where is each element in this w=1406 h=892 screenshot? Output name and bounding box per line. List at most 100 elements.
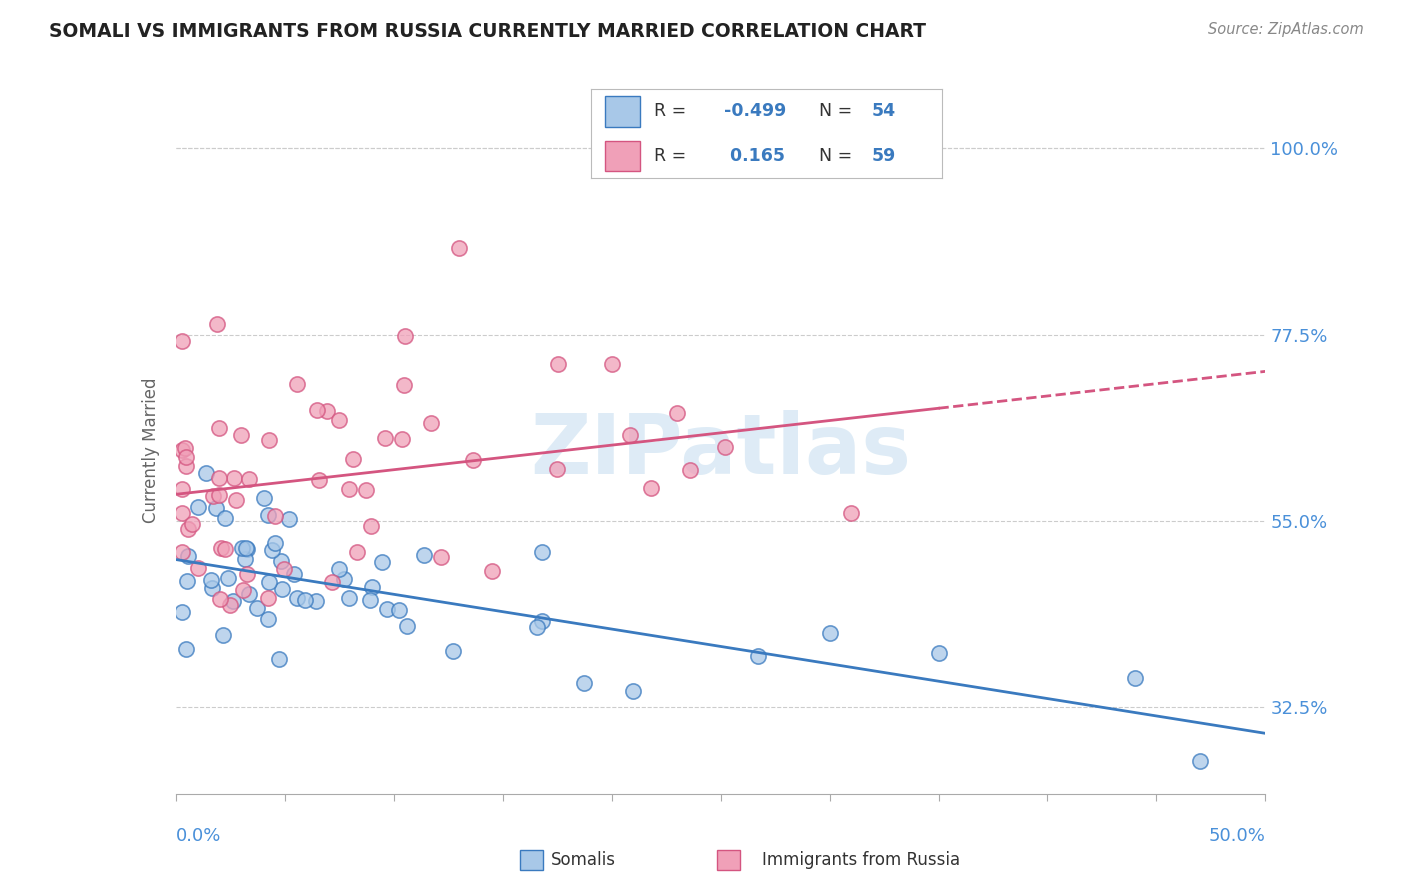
Point xyxy=(224,471,246,485)
Point xyxy=(259,574,281,589)
Text: 0.165: 0.165 xyxy=(724,147,785,165)
Point xyxy=(640,481,662,495)
Point xyxy=(377,602,399,616)
Point xyxy=(360,519,382,533)
Point xyxy=(530,614,553,628)
Point xyxy=(666,406,689,420)
Point xyxy=(371,555,394,569)
Point xyxy=(263,536,285,550)
Point xyxy=(231,541,253,555)
Point xyxy=(374,431,396,445)
Point xyxy=(531,545,554,559)
Point xyxy=(172,334,194,349)
Point xyxy=(619,428,641,442)
Bar xyxy=(605,141,640,171)
Text: 50.0%: 50.0% xyxy=(1209,827,1265,845)
Point xyxy=(218,598,240,612)
Point xyxy=(420,416,443,430)
Point xyxy=(257,433,280,447)
Point xyxy=(307,403,329,417)
Point xyxy=(395,619,418,633)
Point xyxy=(208,488,231,502)
Point xyxy=(176,574,198,588)
Text: Source: ZipAtlas.com: Source: ZipAtlas.com xyxy=(1208,22,1364,37)
Point xyxy=(1189,754,1212,768)
Point xyxy=(283,567,305,582)
Point xyxy=(481,564,503,578)
Point xyxy=(172,506,194,520)
Point xyxy=(205,317,228,331)
Point xyxy=(201,581,224,595)
Point xyxy=(172,482,194,496)
Point xyxy=(177,522,200,536)
Point xyxy=(316,403,339,417)
Point xyxy=(841,506,863,520)
Point xyxy=(202,489,225,503)
Point xyxy=(222,593,245,607)
Text: Immigrants from Russia: Immigrants from Russia xyxy=(762,851,960,869)
Point xyxy=(172,545,194,559)
Point xyxy=(1123,671,1146,685)
Point xyxy=(354,483,377,498)
Point xyxy=(264,509,287,524)
Point xyxy=(328,413,350,427)
Text: R =: R = xyxy=(654,147,686,165)
Point xyxy=(195,467,218,481)
Point xyxy=(172,443,194,458)
Y-axis label: Currently Married: Currently Married xyxy=(142,377,160,524)
Point xyxy=(359,593,381,607)
Point xyxy=(342,451,364,466)
Point xyxy=(235,541,257,555)
Text: N =: N = xyxy=(818,147,852,165)
Text: 59: 59 xyxy=(872,147,896,165)
Text: -0.499: -0.499 xyxy=(724,103,786,120)
Point xyxy=(713,441,735,455)
Point xyxy=(928,646,950,660)
Point xyxy=(176,450,198,464)
Point xyxy=(285,377,308,392)
Point xyxy=(225,492,247,507)
Point xyxy=(273,562,295,576)
Point xyxy=(204,500,226,515)
Point xyxy=(214,541,236,556)
Point xyxy=(209,541,232,556)
Point xyxy=(238,473,260,487)
Point xyxy=(346,545,368,559)
Text: 0.0%: 0.0% xyxy=(176,827,221,845)
Point xyxy=(321,574,343,589)
Point xyxy=(232,583,254,598)
Point xyxy=(305,594,328,608)
Point xyxy=(441,643,464,657)
Point xyxy=(253,491,276,505)
Point xyxy=(267,652,290,666)
Point xyxy=(172,605,194,619)
Point xyxy=(333,572,356,586)
Point xyxy=(818,625,841,640)
Point xyxy=(328,562,350,576)
Text: R =: R = xyxy=(654,103,686,120)
Point xyxy=(174,459,197,474)
Point xyxy=(285,591,308,605)
Point xyxy=(337,591,360,605)
Point xyxy=(547,357,569,371)
Text: 54: 54 xyxy=(872,103,896,120)
Point xyxy=(447,241,470,255)
Point xyxy=(413,548,436,562)
Point xyxy=(388,603,411,617)
Point xyxy=(270,554,292,568)
Point xyxy=(294,592,316,607)
Point xyxy=(256,612,278,626)
Point xyxy=(526,620,548,634)
Point xyxy=(257,591,280,605)
Bar xyxy=(605,96,640,127)
Text: Somalis: Somalis xyxy=(551,851,616,869)
Point xyxy=(187,560,209,574)
Point xyxy=(236,542,259,557)
Point xyxy=(236,566,259,581)
Point xyxy=(256,508,278,522)
Point xyxy=(180,517,202,532)
Point xyxy=(621,683,644,698)
Point xyxy=(260,542,283,557)
Point xyxy=(208,471,231,485)
Point xyxy=(270,582,292,596)
